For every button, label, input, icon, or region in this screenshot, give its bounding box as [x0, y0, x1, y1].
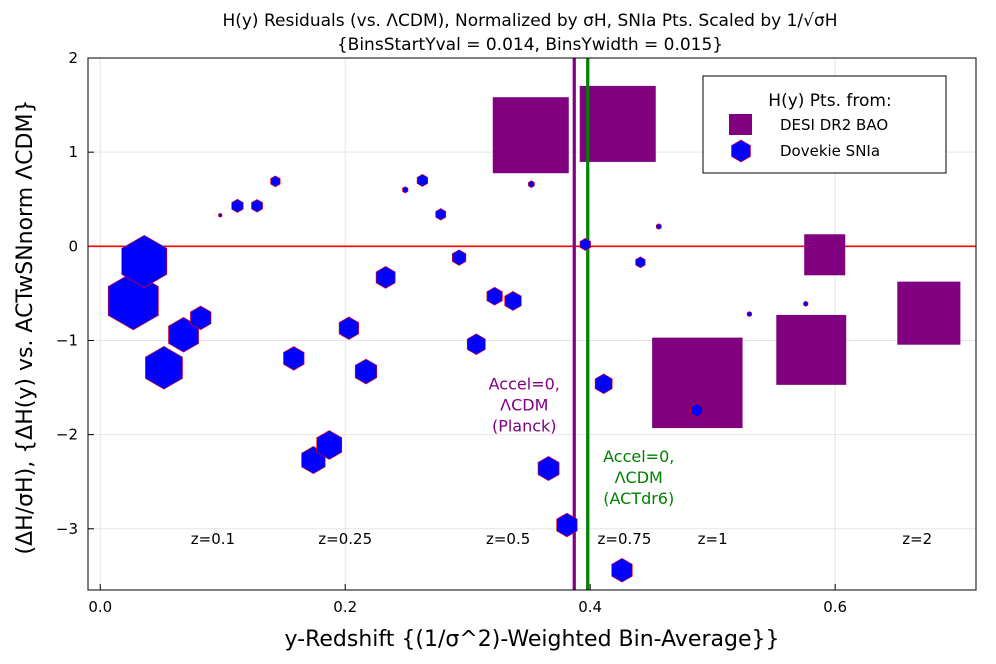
snia-point — [451, 249, 467, 266]
annotation-actdr6: Accel=0, — [603, 447, 674, 466]
annotation-planck: (Planck) — [492, 416, 557, 435]
redshift-label: z=1 — [698, 530, 728, 548]
snia-point — [283, 346, 305, 371]
annotation-planck: Accel=0, — [489, 374, 560, 393]
acceleration-lines — [572, 58, 590, 590]
axis-ticks: 0.0 0.2 0.4 0.6 −3 −2 −1 0 1 2 — [56, 49, 847, 616]
y-tick-label: −1 — [56, 331, 78, 349]
redshift-label: z=0.75 — [598, 530, 652, 548]
desi-point — [579, 85, 656, 162]
line-annotations: Accel=0, ΛCDM (Planck) Accel=0, ΛCDM (ACTdr6) — [489, 374, 675, 508]
snia-point — [803, 300, 809, 307]
snia-point — [537, 456, 560, 482]
snia-point — [655, 223, 662, 230]
snia-point — [145, 345, 183, 390]
redshift-label: z=2 — [902, 530, 932, 548]
redshift-label: z=0.25 — [318, 530, 372, 548]
legend-snia-swatch — [731, 139, 751, 163]
annotation-actdr6: (ACTdr6) — [603, 489, 674, 508]
snia-point — [528, 180, 535, 189]
snia-point — [504, 291, 522, 311]
x-tick-label: 0.4 — [578, 598, 602, 616]
snia-point — [435, 208, 447, 221]
snia-point — [316, 430, 343, 460]
snia-point — [231, 198, 244, 213]
snia-point — [190, 305, 212, 331]
desi-point — [804, 234, 846, 276]
y-tick-label: 0 — [68, 237, 78, 255]
chart-title: H(y) Residuals (vs. ΛCDM), Normalized by… — [222, 11, 837, 31]
x-axis-label: y-Redshift {(1/σ^2)-Weighted Bin-Average… — [285, 627, 780, 652]
y-tick-label: −3 — [56, 520, 78, 538]
plot-frame — [87, 57, 977, 591]
desi-point — [897, 281, 961, 345]
snia-point — [486, 286, 503, 306]
y-tick-label: 1 — [68, 143, 78, 161]
snia-point — [556, 512, 578, 538]
y-tick-label: 2 — [68, 49, 78, 67]
legend: H(y) Pts. from: DESI DR2 BAO Dovekie SNI… — [702, 75, 947, 174]
snia-point — [416, 173, 429, 187]
legend-title: H(y) Pts. from: — [768, 91, 891, 111]
redshift-label: z=0.5 — [486, 530, 530, 548]
x-tick-label: 0.6 — [823, 598, 847, 616]
snia-point — [466, 333, 486, 356]
x-tick-label: 0.0 — [88, 598, 112, 616]
snia-point — [594, 373, 613, 395]
desi-points — [492, 85, 961, 429]
snia-point — [218, 212, 223, 218]
snia-point — [635, 256, 646, 269]
chart-subtitle: {BinsStartYval = 0.014, BinsYwidth = 0.0… — [337, 35, 723, 55]
snia-point — [375, 266, 396, 289]
snia-point — [579, 237, 591, 251]
snia-point — [611, 557, 633, 583]
annotation-planck: ΛCDM — [500, 395, 548, 414]
snia-point — [251, 199, 263, 213]
legend-desi-swatch — [729, 114, 752, 135]
snia-point — [354, 358, 378, 385]
y-axis-label: (ΔH/σH), {ΔH(y) vs. ACTwSNnorm ΛCDM} — [13, 100, 38, 555]
snia-point — [690, 402, 704, 418]
legend-snia-label: Dovekie SNIa — [780, 142, 880, 160]
snia-point — [270, 175, 281, 188]
desi-point — [776, 314, 847, 385]
y-tick-label: −2 — [56, 426, 78, 444]
snia-point — [338, 316, 360, 340]
snia-points — [107, 173, 809, 583]
x-tick-label: 0.2 — [333, 598, 357, 616]
legend-desi-label: DESI DR2 BAO — [780, 116, 888, 134]
annotation-actdr6: ΛCDM — [615, 468, 663, 487]
redshift-label: z=0.1 — [191, 530, 235, 548]
snia-point — [121, 234, 168, 288]
desi-point — [492, 97, 569, 174]
snia-point — [402, 186, 409, 194]
snia-point — [746, 311, 753, 318]
redshift-markers: z=0.1 z=0.25 z=0.5 z=0.75 z=1 z=2 — [191, 530, 932, 548]
